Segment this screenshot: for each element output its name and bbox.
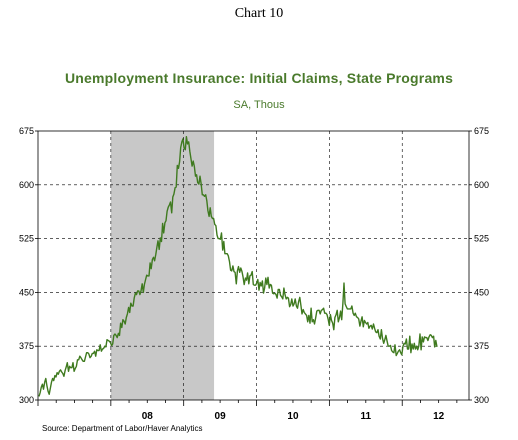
ytick-label-left: 675 [19, 126, 34, 136]
ytick-label-right: 675 [474, 126, 489, 136]
ytick-label-right: 375 [474, 341, 489, 351]
chart-title: Unemployment Insurance: Initial Claims, … [64, 70, 454, 86]
xtick-label: 09 [215, 411, 227, 422]
chart-number: Chart 10 [234, 6, 284, 21]
ytick-label-left: 375 [19, 341, 34, 351]
series-line-0 [38, 135, 438, 397]
ytick-label-left: 600 [19, 180, 34, 190]
ytick-label-left: 450 [19, 287, 34, 297]
ytick-label-right: 600 [474, 180, 489, 190]
ytick-label-left: 300 [19, 395, 34, 405]
xtick-label: 10 [287, 411, 299, 422]
xtick-label: 11 [361, 411, 372, 422]
ytick-label-right: 300 [474, 395, 489, 405]
chart-subtitle: SA, Thous [233, 99, 285, 111]
xtick-label: 12 [433, 411, 445, 422]
recession-shading [110, 131, 215, 400]
ytick-label-right: 525 [474, 234, 489, 244]
source-note: Source: Department of Labor/Haver Analyt… [42, 424, 203, 433]
xtick-label: 08 [142, 411, 154, 422]
plot-border [37, 130, 470, 401]
ytick-label-right: 450 [474, 287, 489, 297]
ytick-label-left: 525 [19, 234, 34, 244]
